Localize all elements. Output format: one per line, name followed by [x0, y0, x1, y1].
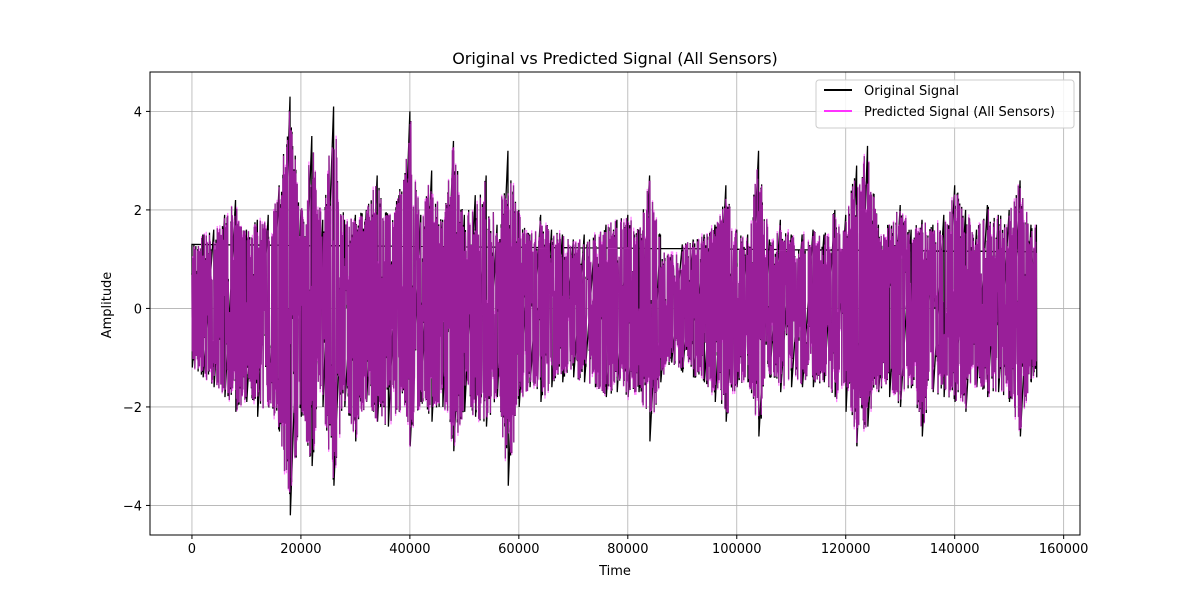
y-tick-label: 2	[134, 204, 142, 219]
y-tick-label: −4	[123, 499, 142, 514]
x-tick-label: 120000	[821, 542, 871, 557]
legend-box	[815, 79, 1075, 129]
x-tick-label: 60000	[498, 542, 539, 557]
x-tick-label: 140000	[930, 542, 980, 557]
legend-label-original: Original Signal	[864, 84, 959, 99]
y-tick-label: 0	[134, 302, 142, 317]
axes-frame	[149, 71, 1081, 536]
plot-area	[191, 96, 1038, 516]
y-axis-label: Amplitude	[100, 272, 115, 339]
x-tick-label: 0	[188, 542, 196, 557]
x-tick-label: 100000	[712, 542, 762, 557]
ticks: 0 20000 40000 60000 80000 100000 120000 140000 1…	[123, 105, 1089, 557]
legend: Original Signal Predicted Signal (All Se…	[815, 79, 1075, 129]
y-tick-label: −2	[123, 401, 142, 416]
x-tick-label: 40000	[389, 542, 430, 557]
x-tick-label: 160000	[1039, 542, 1089, 557]
legend-label-predicted: Predicted Signal (All Sensors)	[864, 105, 1055, 120]
x-tick-label: 80000	[607, 542, 648, 557]
y-tick-label: 4	[134, 105, 142, 120]
x-tick-label: 20000	[280, 542, 321, 557]
series-predicted-line	[191, 111, 1038, 493]
chart-title: Original vs Predicted Signal (All Sensor…	[452, 49, 778, 68]
x-axis-label: Time	[598, 564, 631, 579]
